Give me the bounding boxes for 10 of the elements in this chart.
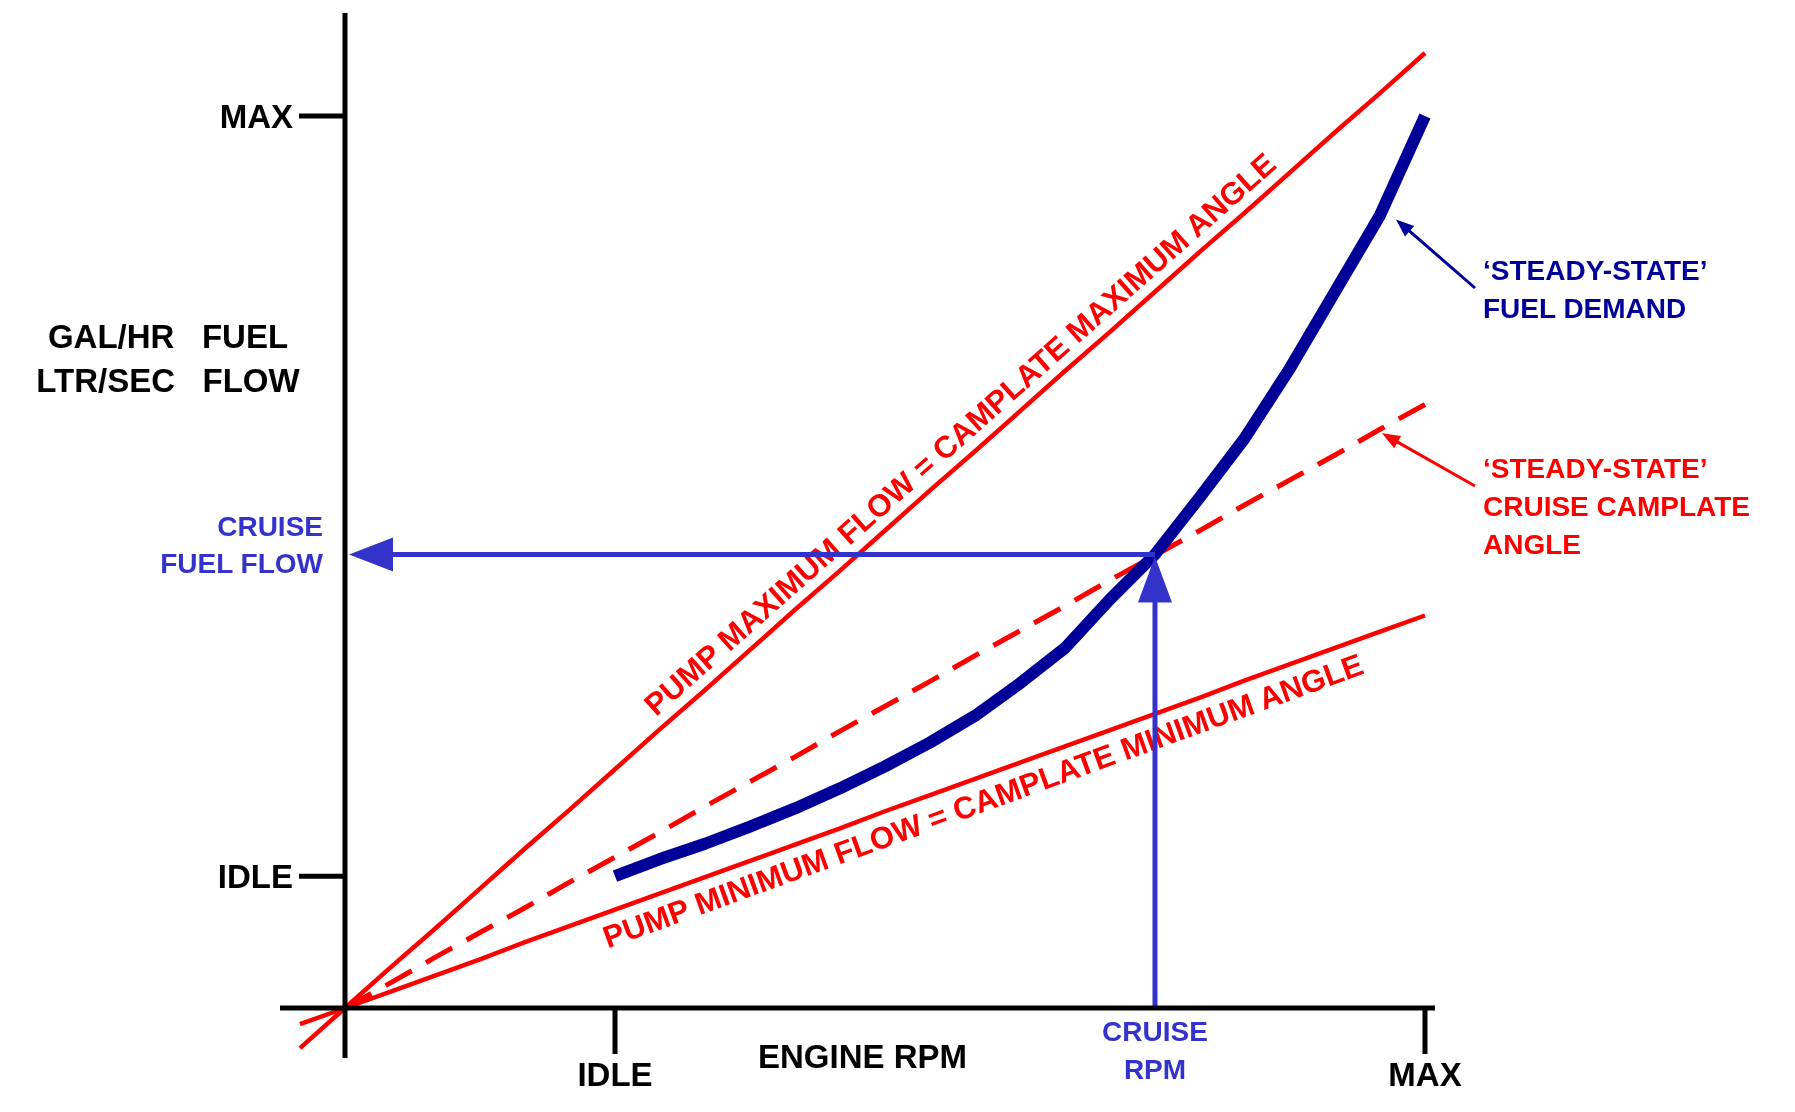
ref-line-label: CRUISE FUEL FLOW [160, 511, 324, 580]
y-axis-title: GAL/HR FUEL LTR/SEC FLOW [36, 318, 301, 399]
legend-label: ‘STEADY-STATE’ CRUISE CAMPLATE ANGLE [1483, 453, 1751, 560]
text: ‘STEADY-STATE’ FUEL DEMAND [1483, 255, 1708, 324]
x-tick-label: CRUISE RPM [1102, 1016, 1208, 1085]
annotation: MAX [219, 98, 293, 136]
x-axis-title: ENGINE RPM [757, 1038, 968, 1075]
x-tick-label: MAX [1388, 1056, 1462, 1093]
annotation: IDLE [217, 858, 293, 896]
x-tick-label: IDLE [577, 1056, 653, 1093]
